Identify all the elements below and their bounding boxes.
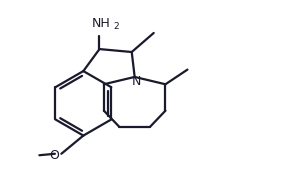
Text: O: O (49, 149, 59, 162)
Text: NH: NH (91, 17, 110, 30)
Text: 2: 2 (113, 22, 119, 31)
Text: N: N (131, 75, 141, 88)
